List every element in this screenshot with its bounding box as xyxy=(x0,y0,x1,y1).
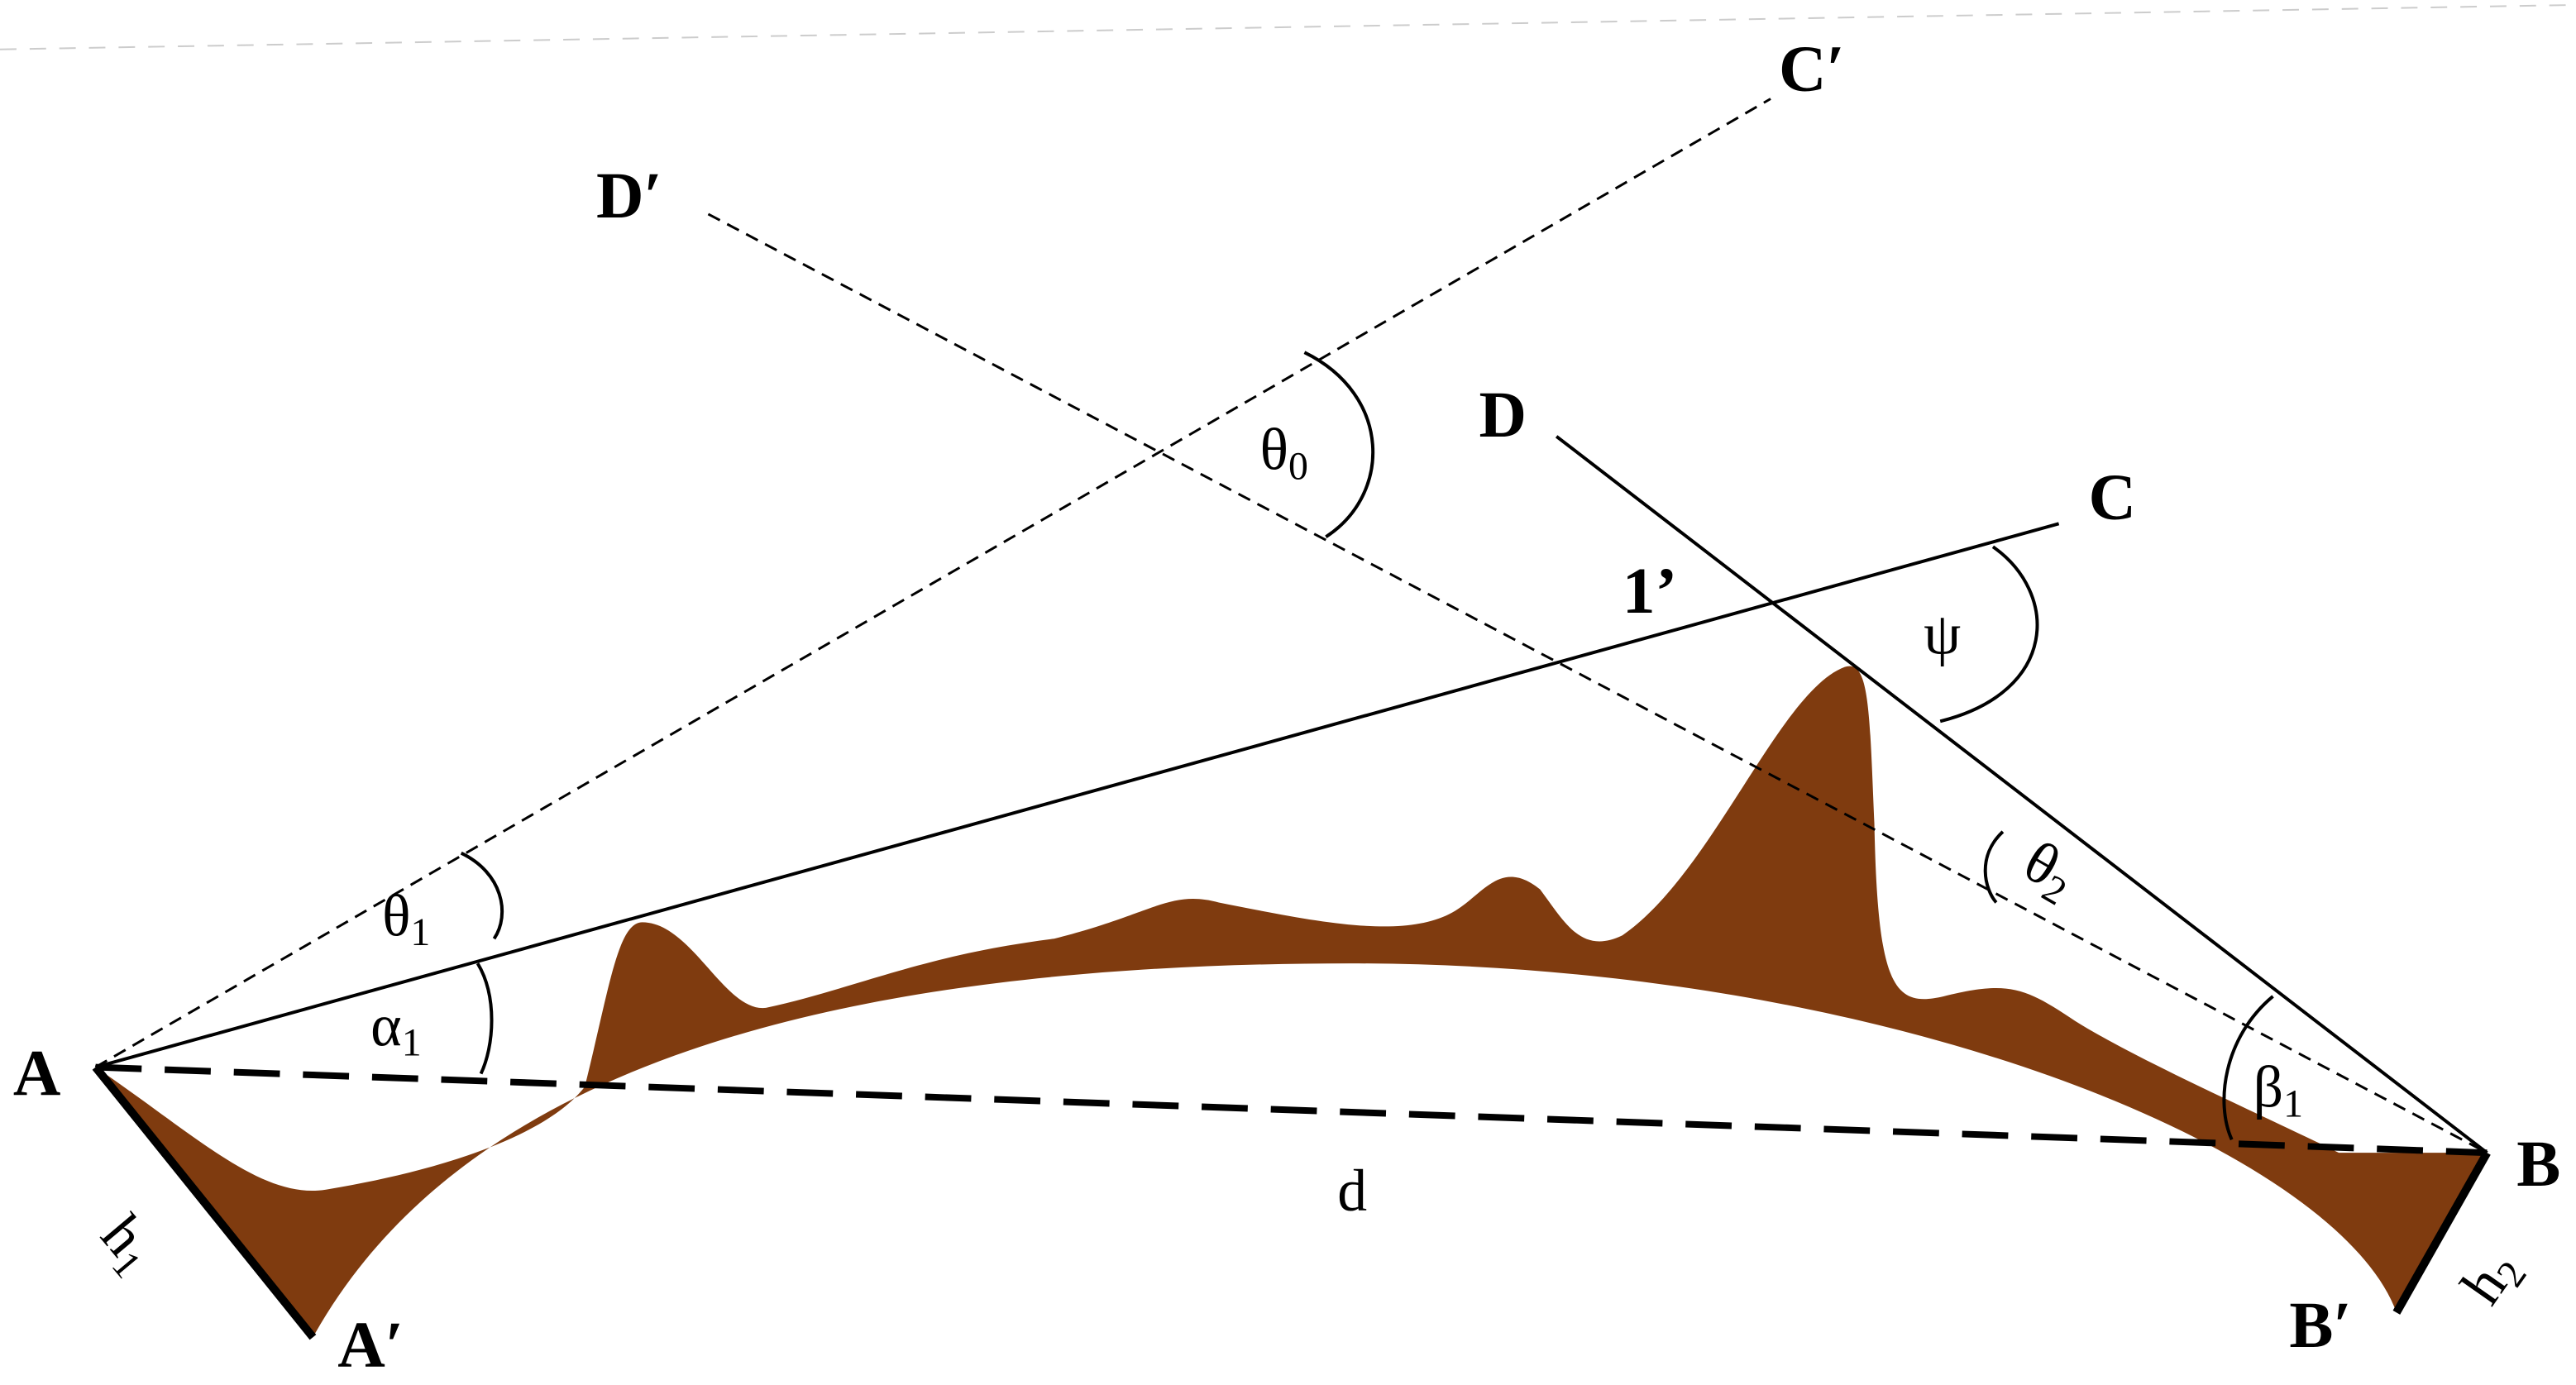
angle-label: β1 xyxy=(2253,1053,2303,1125)
terrain xyxy=(95,666,2488,1338)
arc-psi xyxy=(1939,545,2039,724)
arc-theta2 xyxy=(1983,830,2005,904)
angle-subscript: 1 xyxy=(2283,1082,2303,1125)
top-edge xyxy=(0,3,2576,50)
point-label: A xyxy=(13,1037,61,1110)
angle-symbol: α xyxy=(370,993,402,1059)
angle-label: α1 xyxy=(370,993,421,1065)
angle-label: ψ xyxy=(1924,601,1961,667)
angle-label: θ0 xyxy=(1260,417,1308,489)
point-label: A′ xyxy=(337,1309,404,1382)
line-ac-prime xyxy=(94,98,1771,1068)
height-line-a xyxy=(92,1064,317,1340)
point-label: B xyxy=(2516,1128,2560,1201)
height-label: h2 xyxy=(2448,1237,2535,1319)
point-label: D xyxy=(1479,379,1527,451)
arc-theta1 xyxy=(460,851,504,940)
line-bd xyxy=(1555,435,2488,1154)
height-label: h1 xyxy=(84,1202,171,1287)
line-ab xyxy=(95,1063,2488,1157)
point-label: C xyxy=(2088,461,2136,533)
distance-label: d xyxy=(1337,1158,1367,1224)
arc-alpha1 xyxy=(476,962,494,1075)
arc-beta1 xyxy=(2222,995,2274,1141)
angle-label: θ1 xyxy=(382,882,430,954)
angle-subscript: 1 xyxy=(402,1021,422,1065)
point-label: C′ xyxy=(1779,33,1845,106)
point-label: B′ xyxy=(2289,1289,2352,1362)
height-line-b xyxy=(2392,1150,2491,1315)
angle-subscript: 0 xyxy=(1288,445,1308,489)
line-bd-prime xyxy=(707,213,2488,1154)
angle-subscript: 1 xyxy=(410,910,430,954)
line-ac xyxy=(94,522,2060,1069)
intersection-label: 1’ xyxy=(1623,555,1677,628)
angle-symbol: θ xyxy=(1260,417,1288,483)
point-label: D′ xyxy=(596,160,662,232)
angle-label: θ2 xyxy=(2010,828,2088,914)
angle-symbol: β xyxy=(2253,1053,2283,1120)
arc-theta0 xyxy=(1303,351,1375,538)
angle-symbol: θ xyxy=(382,882,410,948)
